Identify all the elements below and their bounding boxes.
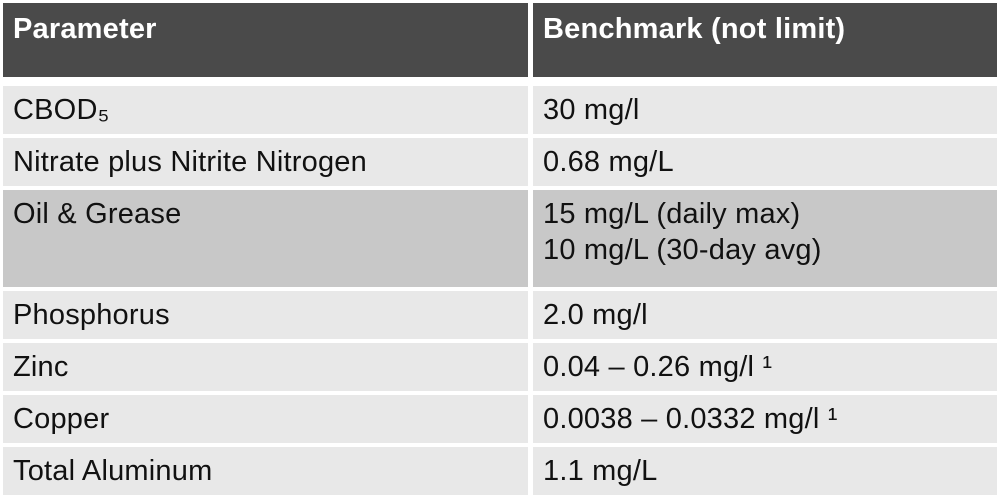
benchmark-cell: 2.0 mg/l	[533, 291, 997, 339]
benchmark-line: 1.1 mg/L	[543, 455, 658, 487]
table-row: Zinc 0.04 – 0.26 mg/l ¹	[3, 343, 997, 391]
parameter-cell: Zinc	[3, 343, 528, 391]
benchmark-line: 0.68 mg/L	[543, 146, 674, 178]
table-row: CBOD₅ 30 mg/l	[3, 86, 997, 134]
parameter-cell: CBOD₅	[3, 86, 528, 134]
benchmark-line: 0.04 – 0.26 mg/l ¹	[543, 351, 773, 383]
parameter-cell: Total Aluminum	[3, 447, 528, 495]
benchmark-cell: 0.04 – 0.26 mg/l ¹	[533, 343, 997, 391]
parameter-cell: Copper	[3, 395, 528, 443]
benchmark-cell: 15 mg/L (daily max) 10 mg/L (30-day avg)	[533, 190, 997, 287]
table-row: Oil & Grease 15 mg/L (daily max) 10 mg/L (…	[3, 190, 997, 287]
table-row: Total Aluminum 1.1 mg/L	[3, 447, 997, 495]
benchmark-line: 2.0 mg/l	[543, 299, 648, 331]
column-header-parameter: Parameter	[3, 3, 528, 77]
table-row: Copper 0.0038 – 0.0332 mg/l ¹	[3, 395, 997, 443]
benchmark-line: 30 mg/l	[543, 94, 640, 126]
benchmark-line: 15 mg/L (daily max)	[543, 198, 801, 230]
benchmark-line: 0.0038 – 0.0332 mg/l ¹	[543, 403, 838, 435]
table-header-row: Parameter Benchmark (not limit)	[3, 3, 997, 77]
parameter-cell: Phosphorus	[3, 291, 528, 339]
benchmark-line: 10 mg/L (30-day avg)	[543, 234, 822, 266]
benchmark-cell: 1.1 mg/L	[533, 447, 997, 495]
table-row: Phosphorus 2.0 mg/l	[3, 291, 997, 339]
benchmark-cell: 0.68 mg/L	[533, 138, 997, 186]
table-row: Nitrate plus Nitrite Nitrogen 0.68 mg/L	[3, 138, 997, 186]
benchmark-cell: 30 mg/l	[533, 86, 997, 134]
parameter-cell: Oil & Grease	[3, 190, 528, 287]
benchmark-cell: 0.0038 – 0.0332 mg/l ¹	[533, 395, 997, 443]
column-header-benchmark: Benchmark (not limit)	[533, 3, 997, 77]
parameter-cell: Nitrate plus Nitrite Nitrogen	[3, 138, 528, 186]
